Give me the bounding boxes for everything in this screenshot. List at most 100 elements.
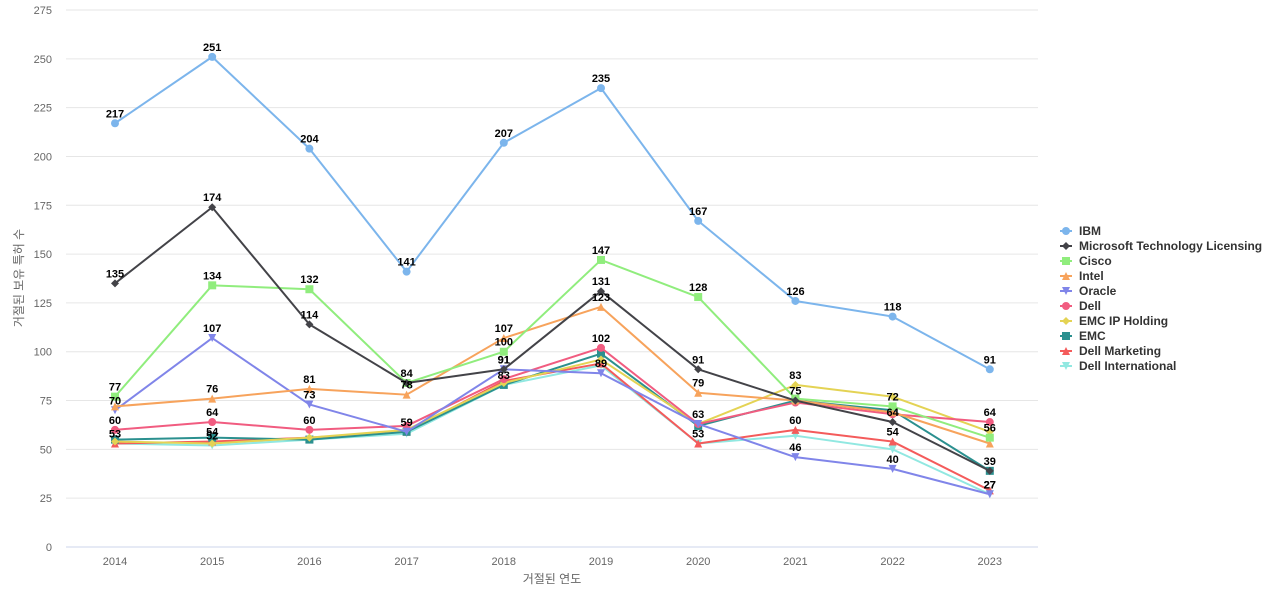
data-label-oracle: 70 [109, 395, 121, 407]
data-point-oracle [791, 453, 800, 462]
data-point-dell [305, 425, 314, 434]
data-label-ibm: 167 [689, 206, 707, 218]
x-tick-label: 2022 [880, 556, 904, 568]
data-label-oracle: 46 [789, 442, 801, 454]
data-label-dell-marketing: 54 [886, 427, 899, 439]
data-label-intel: 123 [592, 292, 610, 304]
legend-marker-intel [1062, 272, 1070, 280]
data-label-ibm: 251 [203, 42, 221, 54]
data-point-ibm [694, 216, 703, 225]
data-label-ibm: 204 [300, 134, 319, 146]
legend-item-ibm[interactable]: IBM [1060, 224, 1101, 238]
data-label-microsoft-technology-licensing: 64 [886, 407, 899, 419]
legend-label-ibm: IBM [1079, 224, 1101, 238]
data-label-oracle: 40 [886, 454, 898, 466]
series-line-dell-marketing [114, 362, 991, 492]
data-point-microsoft-technology-licensing [985, 466, 994, 475]
data-label-microsoft-technology-licensing: 135 [106, 268, 124, 280]
data-label-dell: 60 [303, 415, 315, 427]
legend-item-emc-ip-holding[interactable]: EMC IP Holding [1060, 314, 1168, 328]
series-layer [111, 52, 994, 499]
data-point-microsoft-technology-licensing [305, 320, 314, 329]
x-tick-label: 2023 [978, 556, 1002, 568]
data-label-ibm: 118 [884, 302, 902, 314]
legend-marker-ibm [1062, 227, 1070, 235]
legend-label-intel: Intel [1079, 269, 1104, 283]
legend-item-microsoft-technology-licensing[interactable]: Microsoft Technology Licensing [1060, 239, 1262, 253]
data-label-ibm: 235 [592, 73, 610, 85]
series-line-microsoft-technology-licensing [114, 206, 991, 472]
data-point-dell [111, 425, 119, 434]
data-point-intel [208, 394, 217, 403]
data-label-dell: 60 [109, 415, 121, 427]
legend-item-emc[interactable]: EMC [1060, 329, 1106, 343]
legend-label-oracle: Oracle [1079, 284, 1117, 298]
data-label-ibm: 217 [106, 108, 124, 120]
legend-marker-emc [1062, 332, 1070, 340]
data-label-dell-international: 27 [984, 479, 996, 491]
y-axis-title: 거절된 보유 특허 수 [12, 229, 26, 327]
data-label-ibm: 126 [786, 286, 804, 298]
legend-item-intel[interactable]: Intel [1060, 269, 1104, 283]
data-point-intel [305, 384, 314, 393]
y-tick-label: 75 [40, 396, 52, 408]
data-point-oracle [888, 464, 897, 473]
data-point-dell-marketing [694, 439, 703, 448]
x-tick-label: 2021 [783, 556, 807, 568]
data-point-ibm [791, 296, 800, 305]
data-point-dell-international [888, 445, 897, 454]
data-point-dell-marketing [791, 425, 800, 434]
data-label-microsoft-technology-licensing: 75 [789, 386, 801, 398]
data-point-ibm [111, 119, 119, 128]
y-tick-label: 225 [34, 103, 52, 115]
legend-item-dell-marketing[interactable]: Dell Marketing [1060, 344, 1161, 358]
legend-item-oracle[interactable]: Oracle [1060, 284, 1117, 298]
legend-item-dell[interactable]: Dell [1060, 299, 1101, 313]
data-point-intel [111, 402, 119, 411]
data-label-ibm: 141 [397, 257, 415, 269]
legend-item-cisco[interactable]: Cisco [1060, 254, 1112, 268]
data-point-intel [888, 408, 897, 417]
legend-label-dell: Dell [1079, 299, 1101, 313]
data-label-microsoft-technology-licensing: 91 [498, 354, 510, 366]
y-tick-label: 175 [34, 200, 52, 212]
data-point-emc-ip-holding [111, 437, 119, 446]
data-point-oracle [985, 490, 994, 499]
data-point-dell [597, 343, 605, 352]
series-dell [111, 343, 994, 434]
data-label-oracle: 73 [303, 389, 315, 401]
data-point-oracle [694, 419, 703, 428]
data-label-dell: 102 [592, 333, 610, 345]
data-label-cisco: 100 [495, 337, 513, 349]
legend-marker-microsoft-technology-licensing [1062, 242, 1070, 250]
data-point-emc [597, 349, 605, 358]
data-label-intel: 76 [206, 384, 218, 396]
legend-item-dell-international[interactable]: Dell International [1060, 359, 1176, 373]
data-label-intel: 107 [495, 323, 513, 335]
data-label-dell-marketing: 60 [789, 415, 801, 427]
data-point-dell [208, 418, 217, 427]
y-tick-label: 25 [40, 493, 52, 505]
data-point-cisco [597, 255, 605, 264]
data-point-ibm [985, 365, 994, 374]
series-line-dell-international [114, 364, 991, 496]
data-label-cisco: 77 [109, 382, 121, 394]
data-label-cisco: 132 [300, 274, 318, 286]
data-label-intel: 79 [692, 378, 704, 390]
series-line-ibm [114, 55, 991, 371]
y-tick-label: 275 [34, 5, 52, 17]
data-label-oracle: 89 [595, 358, 607, 370]
data-label-dell-international: 52 [206, 430, 218, 442]
data-point-cisco [888, 402, 897, 411]
legend-marker-dell-marketing [1062, 347, 1070, 355]
data-label-cisco: 56 [984, 423, 996, 435]
data-label-oracle: 91 [498, 354, 510, 366]
data-point-intel [597, 302, 605, 311]
data-point-oracle [305, 400, 314, 409]
data-point-cisco [694, 293, 703, 302]
data-label-oracle: 63 [692, 409, 704, 421]
data-label-intel: 78 [400, 380, 412, 392]
data-point-microsoft-technology-licensing [402, 378, 411, 387]
data-point-dell [985, 418, 994, 427]
